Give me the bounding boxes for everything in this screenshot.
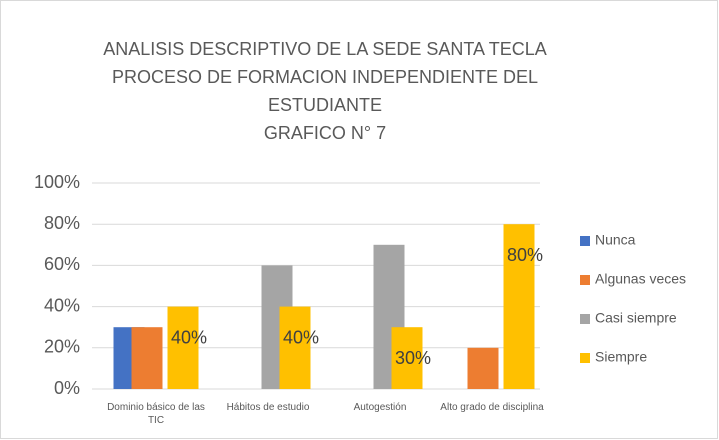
chart-title: GRAFICO N° 7: [264, 123, 386, 143]
bar: [279, 306, 311, 389]
x-tick-label: Dominio básico de las TIC: [107, 402, 205, 426]
data-label: 40%: [283, 327, 319, 347]
bar: [467, 347, 499, 389]
chart-title: ESTUDIANTE: [268, 95, 382, 115]
bar: [391, 327, 423, 389]
legend-swatch: [580, 236, 590, 246]
legend-label: Siempre: [595, 349, 647, 365]
data-label: 80%: [507, 245, 543, 265]
bar: [131, 327, 163, 389]
legend-swatch: [580, 314, 590, 324]
legend-swatch: [580, 275, 590, 285]
y-tick-label: 80%: [44, 213, 80, 233]
y-tick-label: 0%: [54, 378, 80, 398]
y-tick-label: 100%: [34, 172, 80, 192]
data-label: 30%: [395, 348, 431, 368]
x-tick-label: Alto grado de disciplina: [440, 402, 544, 413]
bar: [503, 224, 535, 389]
chart-title: ANALISIS DESCRIPTIVO DE LA SEDE SANTA TE…: [103, 39, 546, 59]
y-tick-label: 20%: [44, 337, 80, 357]
y-tick-label: 40%: [44, 295, 80, 315]
legend-label: Casi siempre: [595, 310, 677, 326]
legend-swatch: [580, 353, 590, 363]
data-label: 40%: [171, 327, 207, 347]
x-tick-label: Autogestión: [353, 402, 407, 413]
legend-label: Nunca: [595, 232, 636, 248]
x-tick-label: Hábitos de estudio: [226, 402, 310, 413]
chart-title: PROCESO DE FORMACION INDEPENDIENTE DEL: [112, 67, 538, 87]
bar: [167, 306, 199, 389]
legend-label: Algunas veces: [595, 271, 686, 287]
y-tick-label: 60%: [44, 254, 80, 274]
